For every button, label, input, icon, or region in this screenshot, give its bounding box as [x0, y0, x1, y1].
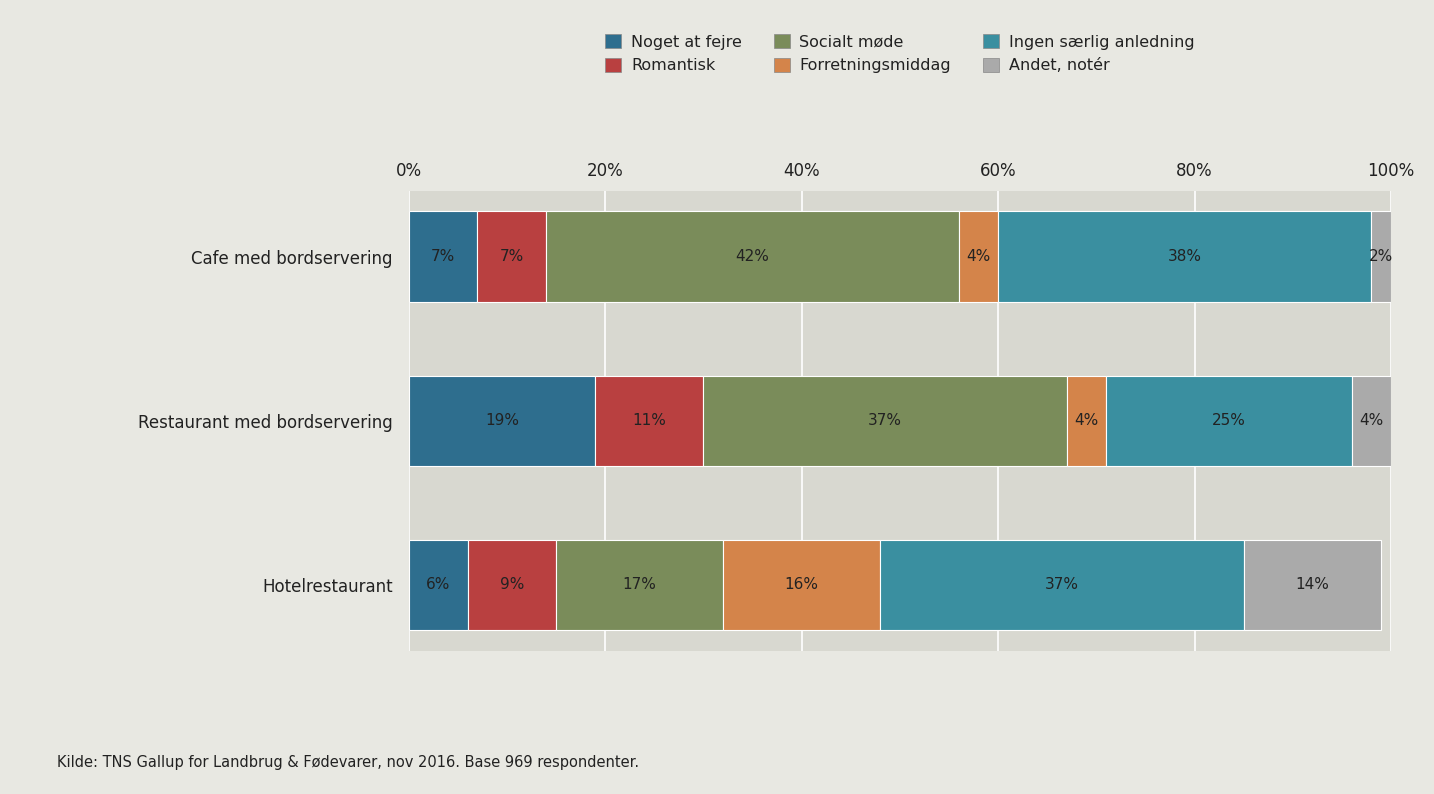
Text: 14%: 14%	[1295, 577, 1329, 592]
Text: 4%: 4%	[1359, 414, 1384, 428]
Bar	[703, 376, 1067, 466]
Text: 25%: 25%	[1212, 414, 1246, 428]
Text: 42%: 42%	[736, 249, 770, 264]
Legend: Noget at fejre, Romantisk, Socialt møde, Forretningsmiddag, Ingen særlig anledni: Noget at fejre, Romantisk, Socialt møde,…	[598, 26, 1202, 81]
Bar	[959, 211, 998, 302]
Bar	[478, 211, 546, 302]
Text: 16%: 16%	[784, 577, 819, 592]
Text: 2%: 2%	[1369, 249, 1394, 264]
Bar	[1106, 376, 1352, 466]
Bar	[1352, 376, 1391, 466]
Bar	[723, 540, 880, 630]
Text: 6%: 6%	[426, 577, 450, 592]
Bar	[1067, 376, 1106, 466]
Text: 37%: 37%	[868, 414, 902, 428]
Bar	[546, 211, 959, 302]
Text: 7%: 7%	[432, 249, 455, 264]
Bar	[409, 211, 478, 302]
Bar	[880, 540, 1243, 630]
Bar	[409, 540, 467, 630]
Text: 4%: 4%	[1074, 414, 1098, 428]
Text: 4%: 4%	[967, 249, 991, 264]
Bar	[1371, 211, 1391, 302]
Text: Kilde: TNS Gallup for Landbrug & Fødevarer, nov 2016. Base 969 respondenter.: Kilde: TNS Gallup for Landbrug & Fødevar…	[57, 755, 640, 770]
Text: 19%: 19%	[485, 414, 519, 428]
Bar	[467, 540, 556, 630]
Text: 9%: 9%	[499, 577, 523, 592]
Text: 37%: 37%	[1045, 577, 1078, 592]
Bar	[1243, 540, 1381, 630]
Text: 11%: 11%	[632, 414, 667, 428]
Text: 7%: 7%	[499, 249, 523, 264]
Bar	[998, 211, 1371, 302]
Text: 17%: 17%	[622, 577, 657, 592]
Bar	[409, 376, 595, 466]
Bar	[595, 376, 704, 466]
Text: 38%: 38%	[1167, 249, 1202, 264]
Bar	[556, 540, 723, 630]
